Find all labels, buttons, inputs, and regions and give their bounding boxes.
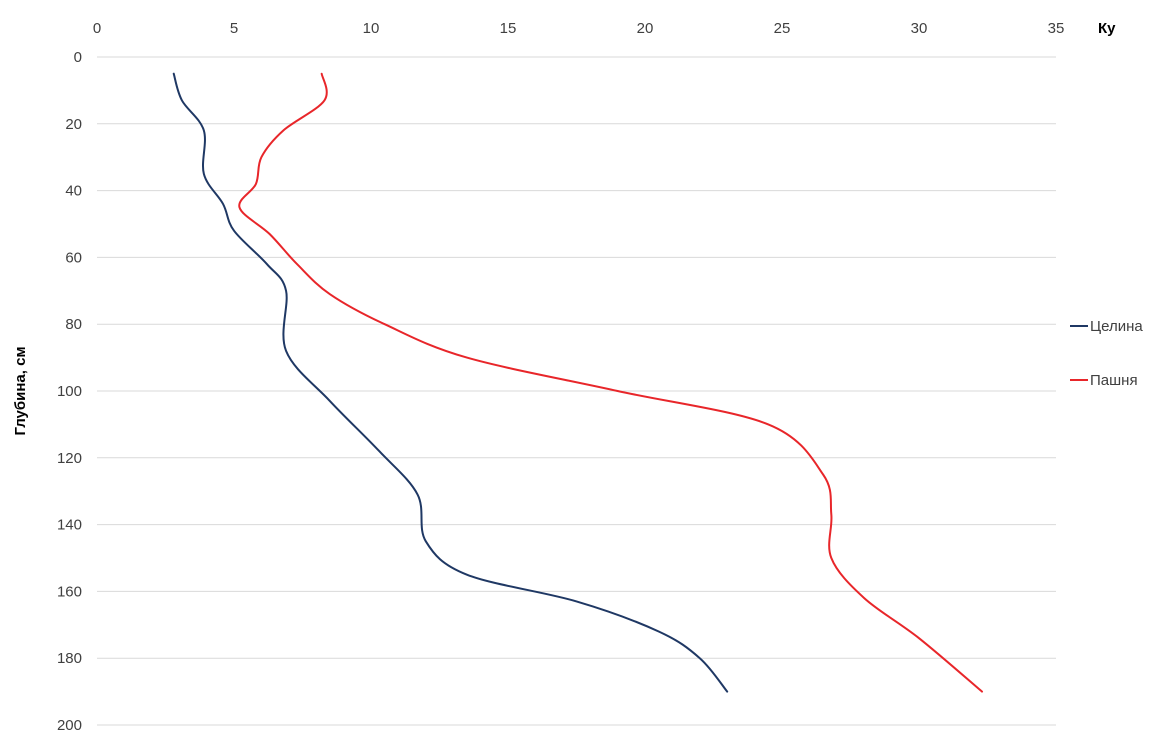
y-tick-label: 200 [57, 717, 82, 733]
x-tick-label: 30 [911, 20, 928, 37]
x-tick-label: 15 [500, 20, 517, 37]
x-axis-ticks: 0 5 10 15 20 25 30 35 [93, 20, 1065, 37]
y-tick-label: 0 [74, 49, 82, 66]
y-tick-label: 80 [65, 316, 82, 333]
series-group [172, 72, 984, 693]
y-axis-ticks: 0 20 40 60 80 100 120 140 160 180 200 [57, 49, 82, 733]
y-tick-label: 20 [65, 116, 82, 133]
x-tick-label: 35 [1048, 20, 1065, 37]
y-tick-label: 100 [57, 383, 82, 400]
x-axis-title: Ку [1098, 20, 1116, 37]
y-axis-title: Глубина, см [12, 346, 29, 435]
series-line-0 [172, 72, 729, 693]
y-tick-label: 60 [65, 249, 82, 266]
y-tick-label: 180 [57, 650, 82, 667]
y-tick-label: 140 [57, 517, 82, 534]
legend-label-1: Пашня [1090, 372, 1138, 389]
series-line-1 [238, 72, 984, 693]
x-tick-label: 5 [230, 20, 238, 37]
y-tick-label: 120 [57, 450, 82, 467]
x-tick-label: 25 [774, 20, 791, 37]
y-tick-label: 160 [57, 583, 82, 600]
legend: Целина Пашня [1070, 318, 1143, 389]
y-tick-label: 40 [65, 183, 82, 200]
legend-label-0: Целина [1090, 318, 1143, 335]
x-tick-label: 10 [363, 20, 380, 37]
x-tick-label: 20 [637, 20, 654, 37]
x-tick-label: 0 [93, 20, 101, 37]
grid [97, 56, 1056, 726]
